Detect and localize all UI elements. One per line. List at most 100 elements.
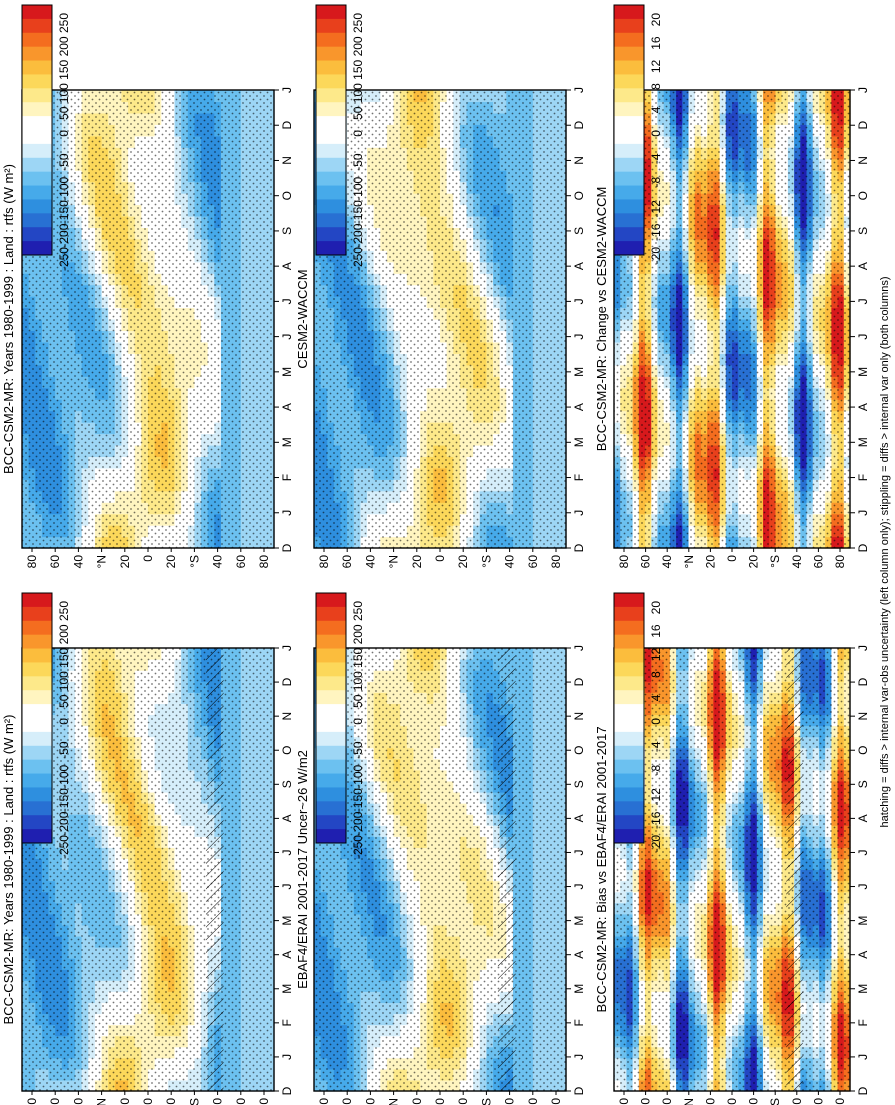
colorbar-frame: [21, 4, 53, 256]
month-tick-label: M: [280, 984, 294, 994]
month-tick-label: N: [280, 712, 294, 721]
colorbar-swatch: [22, 46, 52, 62]
month-tick-label: M: [572, 984, 586, 994]
hatching: [205, 648, 224, 1091]
colorbar-swatch: [22, 60, 52, 75]
colorbar-label: -50: [57, 153, 71, 171]
panel-title: BCC-CSM2-MR: Years 1980-1999 : Land : rt…: [1, 715, 16, 1025]
colorbar-label: 0: [351, 718, 365, 725]
lat-tick-label: 40: [211, 1098, 225, 1105]
lat-tick-label: °S: [187, 1098, 201, 1105]
lat-tick-label: 60: [526, 1098, 540, 1105]
month-tick-label: J: [280, 334, 294, 340]
colorbar-frame: [315, 592, 347, 844]
lat-tick-label: °N: [95, 555, 109, 568]
lat-tick-label: 0: [141, 555, 155, 562]
lat-tick-label: 60: [234, 1098, 248, 1105]
colorbar-swatch: [22, 213, 52, 228]
lat-tick-label: 80: [25, 555, 39, 569]
colorbar-swatch: [22, 829, 52, 844]
lat-tick-label: 0: [433, 1098, 447, 1105]
colorbar-frame: [21, 592, 53, 844]
month-tick-label: N: [280, 156, 294, 165]
month-tick-label: J: [280, 645, 294, 651]
colorbar-swatch: [316, 801, 346, 816]
month-tick-label: D: [572, 1086, 586, 1095]
month-tick-label: M: [280, 916, 294, 926]
lat-tick-label: 20: [164, 555, 178, 569]
lat-tick-label: °S: [479, 1098, 493, 1105]
colorbar-label: -50: [57, 741, 71, 759]
month-tick-label: F: [572, 1019, 586, 1026]
colorbar-label: 250: [57, 601, 71, 621]
colorbar-label: -200: [57, 223, 71, 247]
colorbar-swatch: [22, 157, 52, 173]
month-tick-label: J: [572, 645, 586, 651]
colorbar-swatch: [316, 690, 346, 705]
colorbar-swatch: [316, 634, 346, 650]
lat-tick-label: 20: [456, 1098, 470, 1105]
colorbar-label: -100: [351, 764, 365, 788]
month-tick-label: J: [280, 510, 294, 516]
month-tick-label: J: [280, 1054, 294, 1060]
colorbar-label: 150: [57, 647, 71, 667]
colorbar-label: -100: [57, 764, 71, 788]
lat-tick-label: 60: [48, 555, 62, 569]
colorbar-swatch: [22, 185, 52, 200]
colorbar-swatch: [22, 718, 52, 733]
colorbar-swatch: [22, 773, 52, 788]
colorbar-swatch: [316, 815, 346, 830]
colorbar-swatch: [316, 787, 346, 802]
lat-tick-label: 20: [410, 1098, 424, 1105]
lat-tick-label: 60: [48, 1098, 62, 1105]
colorbar-label: 150: [351, 647, 365, 667]
colorbar-label: 100: [57, 671, 71, 691]
stippling: [22, 90, 274, 548]
lat-tick-label: 40: [503, 1098, 517, 1105]
month-tick-label: F: [280, 1019, 294, 1026]
lat-tick-label: 80: [549, 1098, 563, 1105]
month-tick-label: M: [572, 916, 586, 926]
colorbar-swatch: [316, 593, 346, 608]
month-tick-label: J: [280, 884, 294, 890]
colorbar-swatch: [22, 593, 52, 608]
lat-tick-label: 60: [234, 555, 248, 569]
colorbar-swatch: [316, 745, 346, 761]
colorbar-label: 100: [57, 83, 71, 103]
colorbar-swatch: [22, 227, 52, 242]
lat-tick-label: 80: [257, 555, 271, 569]
colorbar-swatch: [316, 620, 346, 636]
colorbar-label: 0: [57, 130, 71, 137]
month-tick-label: S: [280, 780, 294, 788]
colorbar-swatch: [22, 88, 52, 103]
colorbar-label: -150: [57, 200, 71, 224]
colorbar-swatch: [22, 745, 52, 761]
panel-title: EBAF4/ERAI 2001-2017 Uncer~26 W/m2: [295, 750, 310, 989]
colorbar-swatch: [22, 731, 52, 747]
month-tick-label: A: [572, 951, 586, 959]
lat-tick-label: 40: [71, 1098, 85, 1105]
colorbar-swatch: [22, 74, 52, 89]
lat-tick-label: 0: [141, 1098, 155, 1105]
colorbar-swatch: [22, 171, 52, 187]
stippling: [314, 648, 566, 1091]
colorbar-swatch: [22, 815, 52, 830]
lat-tick-label: 60: [340, 1098, 354, 1105]
colorbar-label: 0: [57, 718, 71, 725]
month-tick-label: J: [572, 884, 586, 890]
colorbar-swatch: [316, 773, 346, 788]
colorbar-swatch: [316, 704, 346, 719]
lat-tick-label: 40: [71, 555, 85, 569]
colorbar-swatch: [22, 32, 52, 48]
lat-tick-label: 20: [118, 1098, 132, 1105]
colorbar-swatch: [22, 18, 52, 34]
colorbar-swatch: [22, 662, 52, 677]
colorbar-swatch: [22, 759, 52, 775]
hatching: [497, 648, 516, 1091]
lat-tick-label: 40: [211, 555, 225, 569]
colorbar-swatch: [22, 620, 52, 636]
colorbar-label: -50: [351, 741, 365, 759]
colorbar-label: -200: [57, 811, 71, 835]
